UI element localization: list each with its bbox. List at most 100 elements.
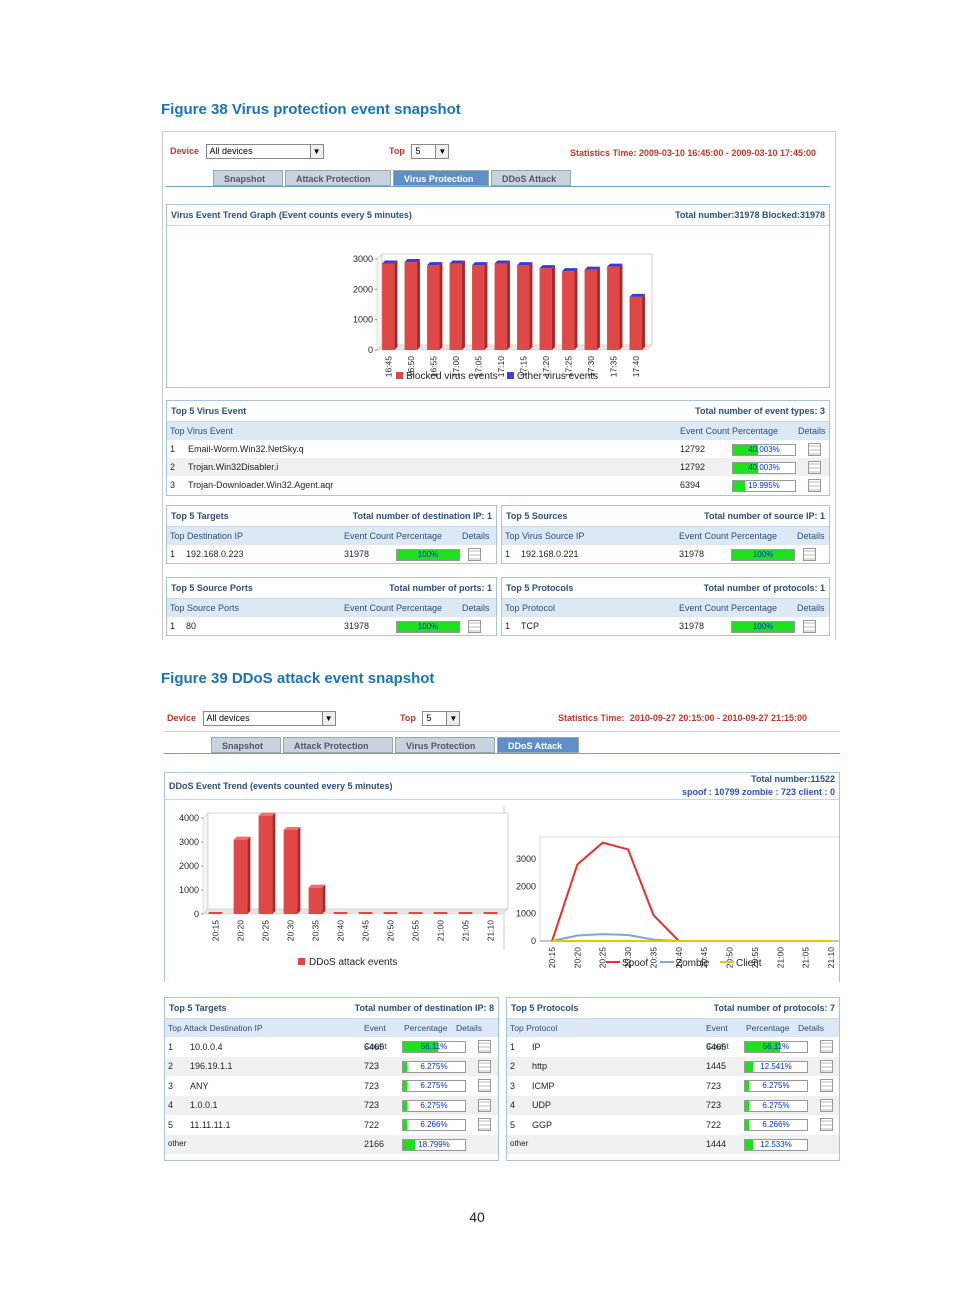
event-count: 12792: [680, 462, 706, 472]
x-tick-label: 21:10: [826, 947, 836, 969]
rank: other: [510, 1139, 529, 1149]
item-name: 10.0.0.4: [190, 1041, 223, 1052]
percentage-bar: 6.275%: [402, 1099, 466, 1112]
col-percentage: Percentage: [396, 531, 443, 541]
x-tick-label: 20:50: [725, 947, 735, 969]
table-row: 3 ICMP 723 6.275%: [507, 1076, 839, 1096]
top-select-value: 5: [415, 146, 421, 156]
percentage-fill: [733, 462, 758, 473]
y-tick-label: 0: [368, 345, 373, 355]
legend-ddos: DDoS attack events: [309, 957, 397, 968]
details-icon[interactable]: [478, 1118, 491, 1132]
details-icon[interactable]: [820, 1059, 833, 1073]
percentage-fill: [745, 1139, 753, 1150]
protocols-title: Top 5 Protocols: [506, 583, 574, 593]
event-count: 722: [706, 1119, 722, 1130]
details-icon[interactable]: [478, 1059, 491, 1073]
col-name: Top Protocol: [510, 1023, 558, 1033]
col-details: Details: [456, 1023, 482, 1033]
details-icon[interactable]: [478, 1040, 491, 1054]
tab-ddos-attack[interactable]: DDoS Attack: [497, 737, 579, 753]
item-name: 1.0.0.1: [190, 1100, 218, 1111]
top5-sources-box: Top 5 Sources Total number of source IP: …: [501, 505, 830, 564]
col-name: Top Protocol: [505, 603, 556, 613]
tab-snapshot[interactable]: Snapshot: [213, 170, 283, 186]
item-name: IP: [532, 1041, 541, 1052]
details-icon[interactable]: [468, 619, 481, 633]
col-name: Top Attack Destination IP: [168, 1023, 263, 1033]
chart-side-wall: [376, 253, 383, 351]
sources-header: Top 5 Sources Total number of source IP: …: [502, 506, 829, 527]
details-icon[interactable]: [803, 547, 816, 561]
top5-protocols-box: Top 5 Protocols Total number of protocols…: [501, 577, 830, 636]
tab-ddos-attack[interactable]: DDoS Attack: [491, 170, 571, 186]
x-tick-label: 20:40: [336, 920, 346, 942]
percentage-text: 12.541%: [760, 1061, 792, 1071]
percentage-fill: [403, 1061, 407, 1072]
col-event-count: Event Count: [706, 1023, 729, 1051]
details-icon[interactable]: [808, 478, 821, 492]
event-count: 12792: [680, 444, 706, 454]
details-icon[interactable]: [478, 1079, 491, 1093]
percentage-bar: 6.266%: [744, 1119, 808, 1132]
event-count: 723: [706, 1080, 722, 1091]
table-row: 1 10.0.0.4 6465 56.11%: [165, 1037, 498, 1057]
tab-virus-protection[interactable]: Virus Protection: [395, 737, 495, 753]
svg-text:Zombie: Zombie: [676, 958, 710, 969]
tab-attack-protection[interactable]: Attack Protection: [283, 737, 393, 753]
chart-bar: [433, 912, 448, 914]
chart-bar: [449, 260, 465, 350]
x-tick-label: 16:55: [428, 356, 438, 378]
device-select[interactable]: All devices ▼: [205, 144, 324, 159]
percentage-fill: [397, 549, 459, 560]
stats-label: Statistics Time:: [558, 713, 625, 723]
virus-trend-header: Virus Event Trend Graph (Event counts ev…: [167, 205, 829, 226]
y-tick-label: 3000: [353, 254, 373, 264]
col-event-count: Event Count: [679, 531, 729, 541]
top-select[interactable]: 5 ▼: [411, 144, 450, 159]
event-count: 31978: [679, 621, 705, 631]
percentage-text: 6.266%: [762, 1120, 790, 1130]
top-divider: [164, 731, 840, 732]
sources-colhead: Top Virus Source IP Event Count Percentage…: [502, 527, 829, 545]
details-icon[interactable]: [468, 547, 481, 561]
col-details: Details: [798, 426, 826, 436]
percentage-text: 56.11%: [762, 1042, 790, 1052]
tab-virus-protection[interactable]: Virus Protection: [393, 170, 489, 186]
details-icon[interactable]: [478, 1098, 491, 1112]
protocols-colhead: Top Protocol Event Count Percentage Details: [507, 1019, 839, 1051]
details-icon[interactable]: [820, 1079, 833, 1093]
targets-header: Top 5 Targets Total number of destination…: [165, 998, 498, 1019]
event-count: 1444: [706, 1139, 727, 1150]
chart-bar: [233, 836, 251, 914]
chart-bar: [308, 884, 326, 914]
details-icon[interactable]: [803, 619, 816, 633]
device-select[interactable]: All devices ▼: [202, 711, 336, 726]
tab-snapshot[interactable]: Snapshot: [211, 737, 281, 753]
chart-bar: [607, 263, 623, 350]
details-icon[interactable]: [820, 1098, 833, 1112]
rank: 1: [170, 621, 176, 631]
details-icon[interactable]: [808, 442, 821, 456]
rank: 4: [510, 1100, 516, 1111]
percentage-bar: 56.11%: [402, 1041, 466, 1054]
details-icon[interactable]: [820, 1040, 833, 1054]
y-tick-label: 1000: [179, 885, 199, 895]
percentage-text: 100%: [752, 621, 774, 631]
top5-virus-header: Top 5 Virus Event Total number of event …: [167, 401, 829, 422]
device-label: Device: [167, 712, 197, 723]
chart-back-wall: [207, 812, 509, 910]
percentage-text: 100%: [417, 549, 439, 559]
details-icon[interactable]: [820, 1118, 833, 1132]
rank: 3: [168, 1080, 174, 1091]
top-select[interactable]: 5 ▼: [422, 711, 461, 726]
device-select-value: All devices: [209, 146, 253, 156]
percentage-text: 56.11%: [420, 1042, 448, 1052]
tab-attack-protection[interactable]: Attack Protection: [285, 170, 391, 186]
event-count: 6465: [706, 1041, 727, 1052]
x-tick-label: 20:40: [674, 947, 684, 969]
ddos-protocols-box: Top 5 Protocols Total number of protocols…: [506, 997, 840, 1161]
chart-bar: [562, 268, 578, 350]
targets-total: Total number of destination IP: 8: [354, 1003, 494, 1013]
details-icon[interactable]: [808, 460, 821, 474]
